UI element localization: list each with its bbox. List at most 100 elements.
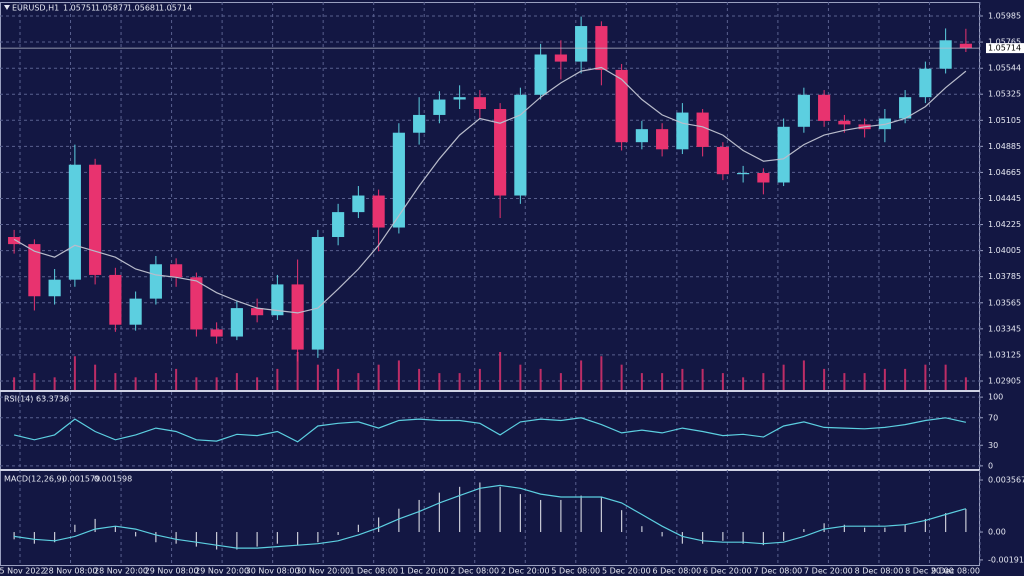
header-open: 1.05751 xyxy=(63,4,96,13)
candle-body xyxy=(473,97,486,110)
candle-body xyxy=(939,40,952,69)
volume-bar xyxy=(154,373,157,390)
candle-body xyxy=(737,173,750,175)
candle-body xyxy=(433,99,446,115)
y-tick-label: 1.04005 xyxy=(988,246,1021,255)
y-tick-label: 1.05325 xyxy=(988,90,1021,99)
candle-body xyxy=(28,244,41,297)
candle-body xyxy=(149,264,162,299)
candle-body xyxy=(109,274,122,325)
volume-bar xyxy=(357,373,360,390)
candle-body xyxy=(656,129,669,150)
volume-bar xyxy=(73,356,76,390)
y-tick-label: 1.05765 xyxy=(988,38,1021,47)
x-tick-label: 28 Nov 20:00 xyxy=(94,567,148,576)
candle-body xyxy=(352,195,365,213)
candle-body xyxy=(392,132,405,228)
candle-body xyxy=(514,94,527,196)
x-tick-label: 6 Dec 08:00 xyxy=(652,567,701,576)
x-tick-label: 7 Dec 20:00 xyxy=(804,567,853,576)
candle-body xyxy=(210,329,223,337)
volume-bar xyxy=(843,373,846,390)
candle-body xyxy=(716,146,729,175)
x-tick-label: 1 Dec 08:00 xyxy=(349,567,398,576)
volume-bar xyxy=(175,368,178,390)
volume-bar xyxy=(762,373,765,390)
header-close: 1.05714 xyxy=(159,4,192,13)
moving-average xyxy=(13,66,967,314)
macd-signal-line xyxy=(14,484,967,549)
volume-bar xyxy=(215,377,218,390)
volume-bar xyxy=(458,373,461,390)
y-tick-label: 1.03125 xyxy=(988,350,1021,359)
y-tick-label: 0.00 xyxy=(988,528,1006,537)
x-tick-label: 8 Dec 20:00 xyxy=(905,567,954,576)
marks xyxy=(0,16,1024,550)
volume-bar xyxy=(559,373,562,390)
y-tick-label: 1.03345 xyxy=(988,324,1021,333)
candle-body xyxy=(554,54,567,62)
y-tick-label: 100 xyxy=(988,393,1003,402)
last-price-box xyxy=(986,43,1024,54)
candle-body xyxy=(129,298,142,325)
x-tick-label: 7 Dec 08:00 xyxy=(754,567,803,576)
x-tick-label: 29 Nov 20:00 xyxy=(195,567,249,576)
y-tick-label: 1.03565 xyxy=(988,298,1021,307)
symbol-title: EURUSD,H1 xyxy=(12,4,59,13)
candle-body xyxy=(89,164,102,275)
volume-bar xyxy=(964,377,967,390)
volume-bar xyxy=(721,373,724,390)
volume-bar xyxy=(701,368,704,390)
macd-signal-value: 0.001598 xyxy=(94,475,132,484)
volume-bar xyxy=(377,364,380,390)
y-tick-label: 1.03785 xyxy=(988,272,1021,281)
volume-bar xyxy=(924,364,927,390)
candle-body xyxy=(959,43,972,49)
candle-body xyxy=(899,97,912,119)
volume-bar xyxy=(94,364,97,390)
x-tick-label: 29 Nov 08:00 xyxy=(145,567,199,576)
menu-arrow[interactable] xyxy=(4,5,10,10)
volume-bar xyxy=(438,373,441,390)
macd-main-value: 0.001579 xyxy=(62,475,100,484)
candle-body xyxy=(919,68,932,98)
candle-body xyxy=(68,164,81,280)
grid xyxy=(0,2,983,566)
candle-body xyxy=(838,120,851,125)
candle-body xyxy=(48,279,61,297)
volume-bar xyxy=(600,356,603,390)
y-tick-label: 70 xyxy=(988,413,998,422)
volume-bar xyxy=(499,352,502,390)
volume-bar xyxy=(802,360,805,390)
volume-bar xyxy=(782,364,785,390)
candle-body xyxy=(494,109,507,196)
x-tick-label: 28 Nov 08:00 xyxy=(44,567,98,576)
header-low: 1.05681 xyxy=(127,4,160,13)
candle-body xyxy=(757,173,770,183)
volume-bar xyxy=(944,364,947,390)
volume-bar xyxy=(661,373,664,390)
header-high: 1.05877 xyxy=(95,4,128,13)
volume-bar xyxy=(620,364,623,390)
volume-bar xyxy=(539,368,542,390)
candle-body xyxy=(534,54,547,95)
candle-body xyxy=(797,94,810,127)
x-tick-label: 9 Dec 08:00 xyxy=(931,567,980,576)
candle-body xyxy=(818,94,831,121)
volume-bar xyxy=(235,373,238,390)
y-tick-label: 30 xyxy=(988,441,998,450)
candle-body xyxy=(676,112,689,150)
volume-bar xyxy=(316,364,319,390)
volume-bar xyxy=(519,364,522,390)
x-tick-label: 6 Dec 20:00 xyxy=(703,567,752,576)
volume-bar xyxy=(134,377,137,390)
y-tick-label: 1.04445 xyxy=(988,194,1021,203)
volume-bar xyxy=(478,368,481,390)
volume-bar xyxy=(276,368,279,390)
volume-bar xyxy=(883,368,886,390)
candle-body xyxy=(696,112,709,147)
candle-body xyxy=(372,195,385,228)
last-price-label: 1.05714 xyxy=(988,44,1021,53)
